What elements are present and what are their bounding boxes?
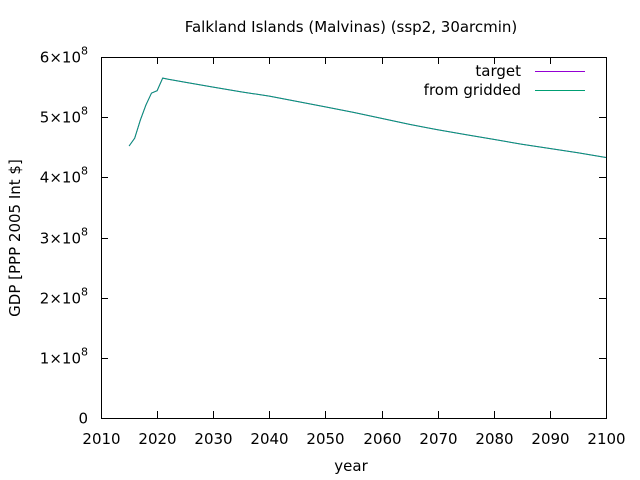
chart-title: Falkland Islands (Malvinas) (ssp2, 30arc… bbox=[185, 18, 518, 36]
x-tick-label: 2100 bbox=[587, 430, 625, 448]
x-tick-label: 2080 bbox=[475, 430, 513, 448]
y-tick-label: 3×108 bbox=[40, 226, 88, 248]
plot-frame bbox=[101, 57, 607, 419]
series-line-target bbox=[128, 77, 607, 158]
y-tick-exponent: 8 bbox=[81, 105, 88, 118]
y-tick-mantissa: 5×10 bbox=[40, 109, 81, 127]
y-axis-label: GDP [PPP 2005 Int $] bbox=[6, 159, 24, 317]
x-tick-label: 2050 bbox=[306, 430, 344, 448]
x-tick-label: 2030 bbox=[194, 430, 232, 448]
series-layer bbox=[128, 77, 607, 158]
y-tick-label: 0 bbox=[78, 410, 88, 428]
series-line-from-gridded bbox=[128, 77, 607, 158]
y-tick-exponent: 8 bbox=[81, 226, 88, 239]
y-tick-label: 4×108 bbox=[40, 165, 88, 187]
x-tick-label: 2040 bbox=[250, 430, 288, 448]
y-tick-label: 2×108 bbox=[40, 286, 88, 308]
y-tick-exponent: 8 bbox=[81, 286, 88, 299]
x-tick-label: 2010 bbox=[82, 430, 120, 448]
x-tick-label: 2020 bbox=[138, 430, 176, 448]
x-axis: 2010 2020 2030 2040 2050 2060 2070 2080 2090 2100 bbox=[82, 57, 626, 448]
y-tick-exponent: 8 bbox=[81, 346, 88, 359]
x-axis-label: year bbox=[334, 457, 368, 475]
legend-label: from gridded bbox=[424, 81, 521, 99]
y-tick-label: 5×108 bbox=[40, 105, 88, 127]
y-tick-exponent: 8 bbox=[81, 45, 88, 58]
x-tick-label: 2090 bbox=[531, 430, 569, 448]
y-tick-mantissa: 2×10 bbox=[40, 290, 81, 308]
y-tick-mantissa: 6×10 bbox=[40, 49, 81, 67]
x-tick-label: 2070 bbox=[419, 430, 457, 448]
y-tick-mantissa: 1×10 bbox=[40, 350, 81, 368]
y-tick-mantissa: 4×10 bbox=[40, 169, 81, 187]
plot-area bbox=[101, 57, 607, 419]
y-tick-mantissa: 0 bbox=[78, 410, 88, 428]
y-tick-exponent: 8 bbox=[81, 165, 88, 178]
y-tick-mantissa: 3×10 bbox=[40, 230, 81, 248]
y-tick-label: 6×108 bbox=[40, 45, 88, 67]
x-tick-label: 2060 bbox=[363, 430, 401, 448]
y-tick-label: 1×108 bbox=[40, 346, 88, 368]
legend-label: target bbox=[475, 62, 521, 80]
